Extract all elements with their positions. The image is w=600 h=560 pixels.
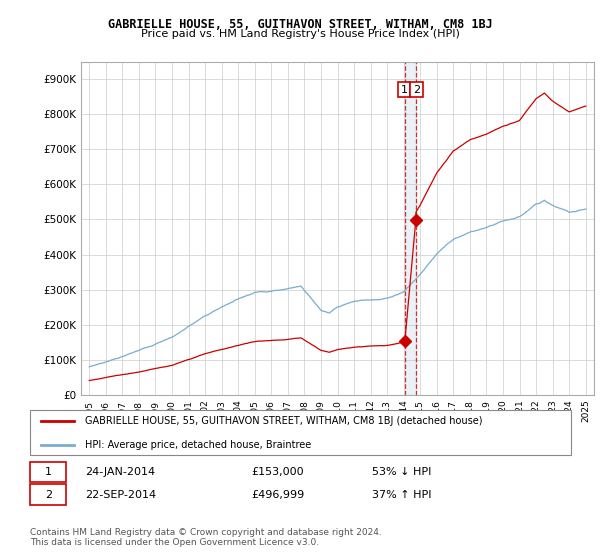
Text: 1: 1 [401,85,407,95]
Text: 2: 2 [44,490,52,500]
Text: GABRIELLE HOUSE, 55, GUITHAVON STREET, WITHAM, CM8 1BJ (detached house): GABRIELLE HOUSE, 55, GUITHAVON STREET, W… [85,416,482,426]
Text: GABRIELLE HOUSE, 55, GUITHAVON STREET, WITHAM, CM8 1BJ: GABRIELLE HOUSE, 55, GUITHAVON STREET, W… [107,18,493,31]
Text: 53% ↓ HPI: 53% ↓ HPI [372,467,431,477]
FancyBboxPatch shape [30,484,66,505]
Text: 37% ↑ HPI: 37% ↑ HPI [372,490,432,500]
Text: £496,999: £496,999 [251,490,304,500]
Bar [405,62,416,395]
Text: HPI: Average price, detached house, Braintree: HPI: Average price, detached house, Brai… [85,440,311,450]
FancyBboxPatch shape [30,461,66,482]
Text: £153,000: £153,000 [251,467,304,477]
Text: 2: 2 [413,85,420,95]
Text: Contains HM Land Registry data © Crown copyright and database right 2024.
This d: Contains HM Land Registry data © Crown c… [30,528,382,547]
Text: Price paid vs. HM Land Registry's House Price Index (HPI): Price paid vs. HM Land Registry's House … [140,29,460,39]
Text: 22-SEP-2014: 22-SEP-2014 [85,490,157,500]
FancyBboxPatch shape [30,410,571,455]
Text: 24-JAN-2014: 24-JAN-2014 [85,467,155,477]
Text: 1: 1 [45,467,52,477]
